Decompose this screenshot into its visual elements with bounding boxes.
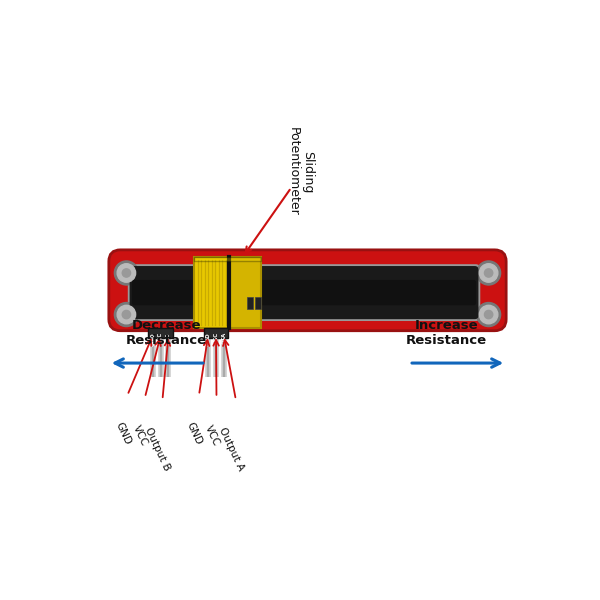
Text: Decrease
Resistance: Decrease Resistance: [126, 319, 207, 347]
Text: Sliding
Potentiometer: Sliding Potentiometer: [287, 127, 314, 216]
Text: VCC: VCC: [158, 332, 163, 344]
Text: GND: GND: [151, 332, 156, 346]
Circle shape: [484, 269, 493, 277]
Circle shape: [115, 261, 139, 285]
Text: GND: GND: [206, 332, 211, 346]
Text: GND: GND: [185, 421, 204, 446]
Text: OTA: OTA: [221, 332, 226, 344]
FancyBboxPatch shape: [255, 297, 261, 309]
FancyBboxPatch shape: [229, 257, 262, 328]
Text: VCC: VCC: [203, 423, 221, 447]
Circle shape: [479, 264, 498, 282]
Circle shape: [122, 269, 131, 277]
FancyBboxPatch shape: [130, 266, 478, 319]
Circle shape: [117, 264, 136, 282]
FancyBboxPatch shape: [148, 328, 173, 338]
Circle shape: [476, 261, 500, 285]
Circle shape: [476, 302, 500, 326]
FancyBboxPatch shape: [109, 250, 506, 331]
Text: OTB: OTB: [166, 332, 171, 345]
Text: Increase
Resistance: Increase Resistance: [406, 319, 487, 347]
FancyBboxPatch shape: [247, 297, 253, 309]
FancyBboxPatch shape: [194, 257, 262, 262]
Circle shape: [115, 302, 139, 326]
Text: VCC: VCC: [131, 423, 149, 447]
Text: Output A: Output A: [217, 425, 245, 472]
FancyBboxPatch shape: [203, 328, 229, 338]
Circle shape: [122, 310, 131, 319]
Circle shape: [484, 310, 493, 319]
FancyBboxPatch shape: [128, 264, 480, 321]
Text: VCC: VCC: [214, 332, 218, 344]
Text: GND: GND: [113, 421, 132, 446]
FancyBboxPatch shape: [194, 257, 229, 328]
Circle shape: [479, 305, 498, 324]
Circle shape: [117, 305, 136, 324]
Text: Output B: Output B: [143, 425, 172, 472]
FancyBboxPatch shape: [132, 280, 476, 305]
